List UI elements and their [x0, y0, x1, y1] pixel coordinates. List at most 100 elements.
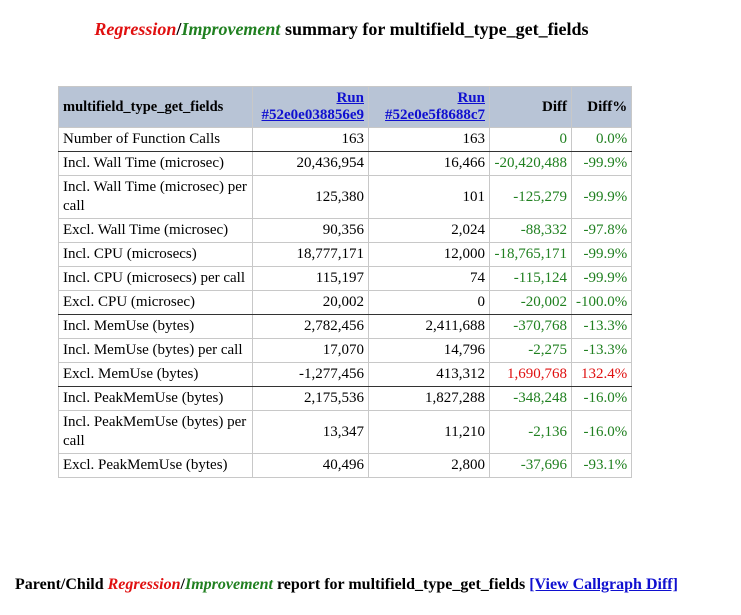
metric: Incl. CPU (microsecs)	[58, 242, 253, 267]
improvement-word: Improvement	[184, 576, 273, 593]
metric-row: Excl. CPU (microsec) 20,002 0 -20,002 -100.0…	[58, 290, 633, 315]
diff-value: -2,136	[489, 410, 572, 454]
metric-row: Incl. PeakMemUse (bytes) per call 13,347 1…	[58, 410, 633, 454]
metric-row: Incl. MemUse (bytes) 2,782,456 2,411,688 -3…	[58, 314, 633, 339]
diff-value: -370,768	[489, 314, 572, 339]
diff-value: 0	[489, 127, 572, 152]
run2-value: 74	[368, 266, 490, 291]
footer-lead: Parent/Child	[15, 576, 104, 593]
diff-pct-value: -16.0%	[570, 410, 633, 454]
run-link[interactable]: Run #52e0e038856e9	[262, 90, 364, 123]
diff-pct-value: -13.3%	[570, 314, 633, 339]
run1-value: 20,436,954	[252, 151, 369, 176]
run1-value: -1,277,456	[252, 362, 369, 387]
run1-value: 18,777,171	[252, 242, 369, 267]
diff-value: 1,690,768	[489, 362, 572, 387]
diff-pct-value: -99.9%	[570, 266, 633, 291]
metric-row: Incl. PeakMemUse (bytes) 2,175,536 1,827,2…	[58, 386, 633, 411]
metric: Incl. Wall Time (microsec)	[58, 151, 253, 176]
diff-pct-value: -99.9%	[570, 175, 633, 219]
diff-pct-header: Diff%	[570, 86, 633, 128]
run-label: Run	[336, 90, 364, 106]
regression-word: Regression	[94, 19, 177, 39]
metric: Excl. CPU (microsec)	[58, 290, 253, 315]
diff-value: -37,696	[489, 453, 572, 478]
metric: Incl. PeakMemUse (bytes) per call	[58, 410, 253, 454]
footer-rest: report for multifield_type_get_fields	[276, 576, 526, 593]
diff-value: -20,002	[489, 290, 572, 315]
diff-value: -348,248	[489, 386, 572, 411]
run1-value: 2,175,536	[252, 386, 369, 411]
run2-value: 2,411,688	[368, 314, 490, 339]
metric: Excl. PeakMemUse (bytes)	[58, 453, 253, 478]
run-header: Run #52e0e038856e9	[252, 86, 369, 128]
diff-pct-value: -97.8%	[570, 218, 633, 243]
run2-value: 413,312	[368, 362, 490, 387]
run1-value: 115,197	[252, 266, 369, 291]
regression-word: Regression	[107, 576, 181, 593]
metric-row: Number of Function Calls 163 163 0 0.0%	[58, 127, 633, 152]
metric-row: Incl. Wall Time (microsec) 20,436,954 16,4…	[58, 151, 633, 176]
summary-table: multifield_type_get_fields Run #52e0e0388…	[58, 86, 633, 478]
metric-row: Incl. CPU (microsecs) 18,777,171 12,000 -18…	[58, 242, 633, 267]
diff-value: -20,420,488	[489, 151, 572, 176]
metric-row: Incl. MemUse (bytes) per call 17,070 14,79…	[58, 338, 633, 363]
diff-pct-value: 0.0%	[570, 127, 633, 152]
run2-value: 12,000	[368, 242, 490, 267]
run2-value: 2,024	[368, 218, 490, 243]
slash: /	[180, 576, 185, 593]
metric-row: Excl. MemUse (bytes) -1,277,456 413,312 1,6…	[58, 362, 633, 387]
run2-value: 163	[368, 127, 490, 152]
metric: Incl. MemUse (bytes) per call	[58, 338, 253, 363]
run2-value: 2,800	[368, 453, 490, 478]
diff-pct-value: -99.9%	[570, 151, 633, 176]
run-link[interactable]: Run #52e0e5f8688c7	[385, 90, 485, 123]
function-header: multifield_type_get_fields	[58, 86, 253, 128]
run2-value: 0	[368, 290, 490, 315]
diff-pct-value: -100.0%	[570, 290, 633, 315]
run-label: Run	[457, 90, 485, 106]
diff-value: -88,332	[489, 218, 572, 243]
diff-pct-value: 132.4%	[570, 362, 633, 387]
run-id: #52e0e5f8688c7	[385, 107, 485, 123]
run2-value: 101	[368, 175, 490, 219]
metric: Incl. Wall Time (microsec) per call	[58, 175, 253, 219]
metric: Excl. Wall Time (microsec)	[58, 218, 253, 243]
slash: /	[176, 19, 182, 39]
run1-value: 13,347	[252, 410, 369, 454]
run1-value: 125,380	[252, 175, 369, 219]
run-id: #52e0e038856e9	[261, 107, 364, 123]
diff-pct-value: -93.1%	[570, 453, 633, 478]
run2-value: 1,827,288	[368, 386, 490, 411]
run2-value: 14,796	[368, 338, 490, 363]
run1-value: 2,782,456	[252, 314, 369, 339]
header-row: multifield_type_get_fields Run #52e0e0388…	[58, 86, 633, 128]
run1-value: 90,356	[252, 218, 369, 243]
diff-value: -18,765,171	[489, 242, 572, 267]
metric-row: Excl. Wall Time (microsec) 90,356 2,024 -88…	[58, 218, 633, 243]
metric: Incl. CPU (microsecs) per call	[58, 266, 253, 291]
title-rest: summary for multifield_type_get_fields	[284, 19, 589, 39]
run-header: Run #52e0e5f8688c7	[368, 86, 490, 128]
diff-pct-value: -13.3%	[570, 338, 633, 363]
callgraph-link[interactable]: [View Callgraph Diff]	[529, 576, 678, 593]
diff-header: Diff	[489, 86, 572, 128]
metric: Incl. PeakMemUse (bytes)	[58, 386, 253, 411]
diff-pct-value: -16.0%	[570, 386, 633, 411]
run2-value: 16,466	[368, 151, 490, 176]
table-body: Number of Function Calls 163 163 0 0.0% Incl.…	[58, 127, 633, 478]
diff-pct-value: -99.9%	[570, 242, 633, 267]
metric: Number of Function Calls	[58, 127, 253, 152]
improvement-word: Improvement	[181, 19, 281, 39]
diff-value: -115,124	[489, 266, 572, 291]
metric: Excl. MemUse (bytes)	[58, 362, 253, 387]
metric: Incl. MemUse (bytes)	[58, 314, 253, 339]
run1-value: 163	[252, 127, 369, 152]
run1-value: 40,496	[252, 453, 369, 478]
title: Regression/Improvement summary for multi…	[0, 19, 683, 40]
metric-row: Incl. Wall Time (microsec) per call 125,3…	[58, 175, 633, 219]
run2-value: 11,210	[368, 410, 490, 454]
run1-value: 20,002	[252, 290, 369, 315]
